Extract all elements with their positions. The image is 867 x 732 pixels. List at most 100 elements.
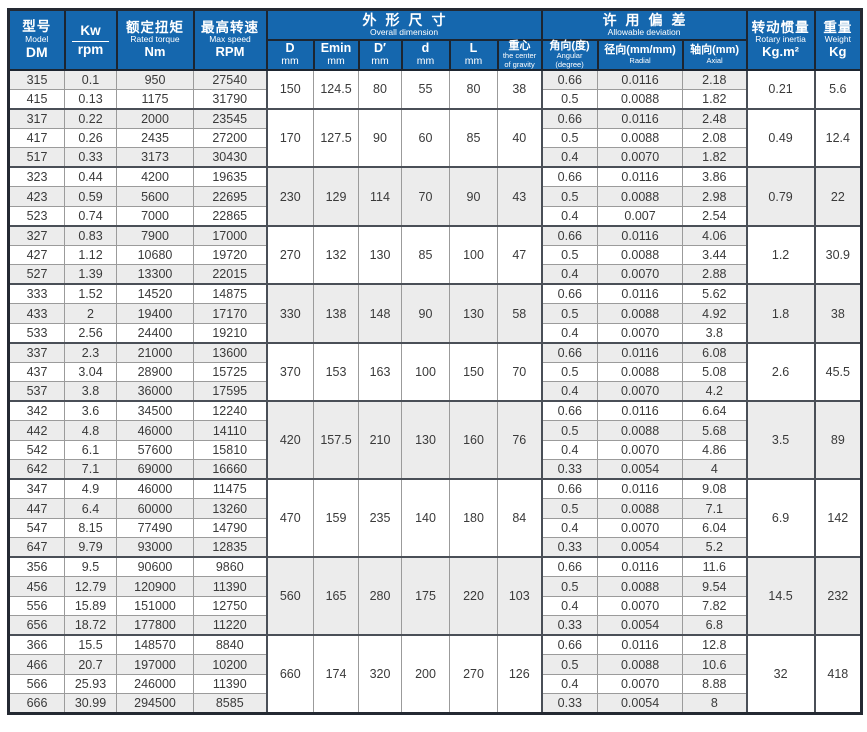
cell-axial: 10.6 (682, 654, 748, 675)
cell-radial: 0.0054 (597, 537, 684, 558)
cell-rpm: 22865 (193, 205, 268, 227)
cell-kw: 0.33 (64, 147, 117, 168)
inertia-label-en: Rotary inertia (755, 34, 806, 45)
cell-axial: 7.1 (682, 498, 748, 519)
cell-dim-D: 660 (266, 634, 314, 714)
cell-model: 315 (8, 68, 65, 90)
cell-angular: 0.5 (541, 303, 599, 324)
table-row: 347 4.9 46000 11475 470 159 235 140 180 84 0.66 0.0… (8, 478, 863, 558)
cell-model: 366 (8, 634, 65, 656)
cell-rpm: 12835 (193, 537, 268, 558)
cell-rotary-inertia: 32 (746, 634, 816, 714)
table-row: 337 2.3 21000 13600 370 153 163 100 150 70 0.66 0.0… (8, 341, 863, 402)
cell-dim-Dprime: 163 (358, 341, 402, 402)
col-header-model: 型号 Model DM (7, 8, 66, 71)
cell-dim-Emin: 127.5 (313, 107, 359, 168)
table-row: 666 30.99 294500 8585 0.33 0.0054 8 (8, 693, 862, 714)
cell-torque: 950 (116, 68, 194, 90)
cell-dim-Dprime: 130 (358, 224, 402, 285)
cell-axial: 3.44 (682, 244, 748, 266)
table-row: 656 18.72 177800 11220 0.33 0.0054 6.8 (8, 615, 862, 636)
subcol-header-Emin: Emin mm (312, 38, 360, 71)
cell-dim-D: 230 (266, 166, 314, 227)
cell-torque: 19400 (116, 303, 194, 324)
cell-torque: 3173 (116, 147, 194, 168)
cell-angular: 0.5 (541, 127, 599, 149)
cell-axial: 6.08 (682, 341, 748, 363)
model-code: DM (25, 43, 48, 60)
cell-model: 642 (8, 459, 65, 480)
cell-model: 456 (8, 576, 65, 597)
cell-dim-L: 80 (449, 68, 498, 110)
cell-axial: 11.6 (682, 556, 748, 578)
cell-rpm: 10200 (193, 654, 268, 675)
cell-dim-L: 180 (449, 478, 498, 558)
cell-dim-D: 560 (266, 556, 314, 636)
cell-dim-L: 270 (449, 634, 498, 714)
cell-angular: 0.5 (541, 576, 599, 597)
cell-rpm: 17000 (193, 224, 268, 246)
cell-torque: 24400 (116, 322, 194, 344)
cell-dim-L: 150 (449, 341, 498, 402)
subcol-header-d: d mm (400, 38, 451, 71)
cell-axial: 5.62 (682, 283, 748, 305)
cell-model: 327 (8, 224, 65, 246)
cell-angular: 0.5 (541, 420, 599, 441)
cell-dim-Emin: 157.5 (313, 400, 359, 480)
cell-kw: 0.44 (64, 166, 117, 188)
cell-weight: 5.6 (814, 68, 863, 110)
cell-angular: 0.66 (541, 478, 599, 500)
cell-model: 566 (8, 673, 65, 695)
table-row: 556 15.89 151000 12750 0.4 0.0070 7.82 (8, 595, 862, 617)
cell-weight: 89 (814, 400, 863, 480)
cell-dim-Emin: 138 (313, 283, 359, 344)
cell-model: 417 (8, 127, 65, 149)
cell-rotary-inertia: 0.49 (746, 107, 816, 168)
cell-kw: 0.74 (64, 205, 117, 227)
cell-dim-d: 140 (401, 478, 450, 558)
cell-model: 542 (8, 439, 65, 461)
cell-kw: 3.6 (64, 400, 117, 422)
cell-kw: 9.5 (64, 556, 117, 578)
maxspeed-unit: RPM (215, 44, 245, 60)
cell-dim-d: 200 (401, 634, 450, 714)
cell-dim-L: 130 (449, 283, 498, 344)
table-row: 523 0.74 7000 22865 0.4 0.007 2.54 (8, 205, 862, 227)
cell-radial: 0.0070 (597, 439, 684, 461)
table-row: 517 0.33 3173 30430 0.4 0.0070 1.82 (8, 147, 862, 168)
cell-angular: 0.5 (541, 244, 599, 266)
cell-radial: 0.0088 (597, 361, 684, 383)
cell-dim-d: 60 (401, 107, 450, 168)
cell-model: 317 (8, 107, 65, 129)
cell-dim-d: 175 (401, 556, 450, 636)
cell-kw: 0.22 (64, 107, 117, 129)
cell-radial: 0.0088 (597, 88, 684, 110)
subcol-header-L: L mm (448, 38, 499, 71)
torque-label-zh: 额定扭矩 (126, 19, 184, 35)
cell-kw: 4.8 (64, 420, 117, 441)
torque-label-en: Rated torque (130, 34, 180, 45)
torque-unit: Nm (144, 44, 166, 60)
cell-axial: 9.08 (682, 478, 748, 500)
cell-dim-center-of-gravity: 47 (496, 224, 543, 285)
cell-kw: 1.12 (64, 244, 117, 266)
cell-rpm: 19210 (193, 322, 268, 344)
cell-torque: 46000 (116, 478, 194, 500)
cell-axial: 2.88 (682, 264, 748, 285)
cell-kw: 0.59 (64, 186, 117, 207)
maxspeed-label-zh: 最高转速 (201, 19, 259, 35)
cell-rpm: 22695 (193, 186, 268, 207)
cell-dim-L: 100 (449, 224, 498, 285)
cell-dim-D: 420 (266, 400, 314, 480)
cell-torque: 151000 (116, 595, 194, 617)
cell-rpm: 11390 (193, 576, 268, 597)
cell-dim-Emin: 174 (313, 634, 359, 714)
cell-rpm: 12240 (193, 400, 268, 422)
cell-rpm: 17595 (193, 381, 268, 402)
cell-kw: 2.56 (64, 322, 117, 344)
cell-rotary-inertia: 1.2 (746, 224, 816, 285)
cell-radial: 0.0116 (597, 107, 684, 129)
cell-rotary-inertia: 1.8 (746, 283, 816, 344)
cell-radial: 0.0088 (597, 127, 684, 149)
cell-weight: 418 (814, 634, 863, 714)
